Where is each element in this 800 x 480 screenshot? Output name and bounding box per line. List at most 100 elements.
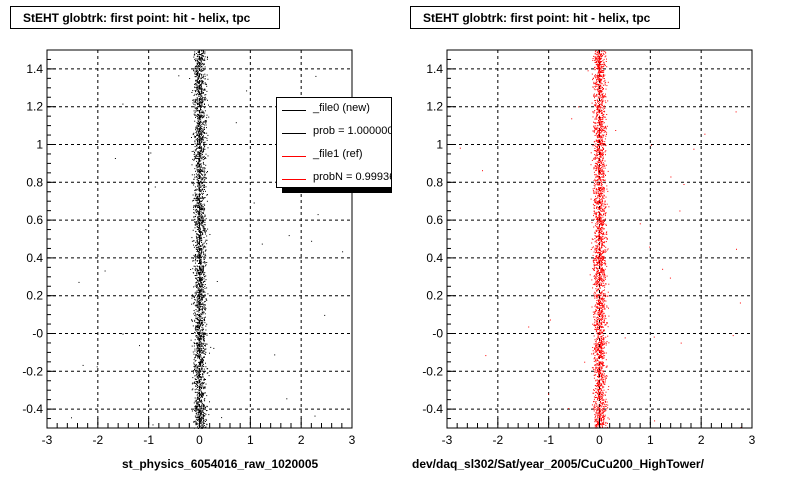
right-point xyxy=(599,97,601,99)
left-point xyxy=(200,271,202,273)
left-point xyxy=(203,339,205,341)
right-point xyxy=(601,149,603,151)
left-point xyxy=(203,51,205,53)
right-point xyxy=(603,58,605,60)
left-point xyxy=(204,276,206,278)
right-point xyxy=(596,64,598,66)
right-point xyxy=(600,392,602,393)
left-point xyxy=(197,327,199,329)
left-point xyxy=(199,352,201,354)
right-point xyxy=(595,414,597,416)
left-point xyxy=(200,384,201,386)
left-point xyxy=(201,290,203,292)
right-point xyxy=(598,211,600,213)
right-point xyxy=(596,272,598,274)
right-point xyxy=(595,367,597,369)
left-point xyxy=(199,182,201,184)
right-point xyxy=(604,82,606,84)
right-point xyxy=(602,95,604,97)
left-outlier-point xyxy=(178,75,180,77)
left-point xyxy=(193,254,195,256)
left-point xyxy=(200,386,201,388)
left-point xyxy=(197,241,199,243)
left-point xyxy=(197,338,199,340)
left-point xyxy=(198,65,200,67)
left-point xyxy=(199,219,201,221)
right-point xyxy=(601,104,603,106)
left-point xyxy=(195,258,196,260)
left-outlier-point xyxy=(261,243,263,245)
right-point xyxy=(604,352,606,354)
right-point xyxy=(599,195,601,197)
right-point xyxy=(595,343,597,345)
left-point xyxy=(191,297,193,299)
right-point xyxy=(602,304,604,306)
right-point xyxy=(603,422,605,424)
left-point xyxy=(203,179,205,181)
left-point xyxy=(203,317,205,319)
right-point xyxy=(606,185,608,187)
right-point xyxy=(603,113,605,115)
left-point xyxy=(199,195,201,197)
right-point xyxy=(599,74,601,76)
left-point xyxy=(196,241,198,243)
right-point xyxy=(595,366,597,368)
right-point xyxy=(600,312,602,314)
left-point xyxy=(194,158,195,160)
right-point xyxy=(600,171,602,172)
right-point xyxy=(603,411,605,413)
right-point xyxy=(596,222,598,224)
right-point xyxy=(594,100,596,102)
left-point xyxy=(201,413,203,415)
right-point xyxy=(601,246,603,248)
left-point xyxy=(200,126,202,128)
left-point xyxy=(202,291,204,293)
left-point xyxy=(206,194,208,195)
left-point xyxy=(201,407,203,409)
right-point xyxy=(600,284,602,286)
right-point xyxy=(602,351,604,352)
left-outlier-point xyxy=(210,346,212,348)
right-point xyxy=(603,194,605,196)
left-point xyxy=(193,150,195,152)
right-point xyxy=(601,321,603,323)
right-point xyxy=(591,404,593,406)
right-point xyxy=(598,409,600,411)
right-point xyxy=(595,306,597,308)
right-point xyxy=(603,209,605,211)
left-point xyxy=(204,301,205,303)
left-point xyxy=(204,221,206,223)
right-point xyxy=(599,416,601,418)
left-point xyxy=(195,70,197,72)
left-point xyxy=(199,183,200,185)
right-point xyxy=(597,311,599,313)
left-point xyxy=(196,224,198,226)
right-point xyxy=(600,297,602,299)
right-point xyxy=(603,252,605,253)
right-point xyxy=(602,150,603,152)
right-point xyxy=(593,184,595,186)
right-point xyxy=(598,68,600,70)
left-point xyxy=(202,384,204,386)
left-point xyxy=(203,253,205,255)
left-point xyxy=(206,323,208,325)
left-point xyxy=(200,420,202,422)
right-point xyxy=(590,198,592,200)
right-point xyxy=(596,176,598,178)
right-point xyxy=(603,97,605,98)
left-point xyxy=(195,353,197,355)
left-point xyxy=(196,348,198,350)
left-point xyxy=(206,114,208,116)
left-point xyxy=(199,360,201,362)
left-point xyxy=(194,101,196,103)
right-point xyxy=(602,298,604,300)
right-point xyxy=(593,121,594,123)
left-point xyxy=(203,208,205,210)
left-point xyxy=(205,99,207,101)
right-point xyxy=(596,75,598,77)
left-point xyxy=(195,76,197,78)
left-point xyxy=(196,238,198,239)
right-point xyxy=(598,230,600,231)
left-point xyxy=(197,337,199,339)
right-point xyxy=(599,279,601,281)
